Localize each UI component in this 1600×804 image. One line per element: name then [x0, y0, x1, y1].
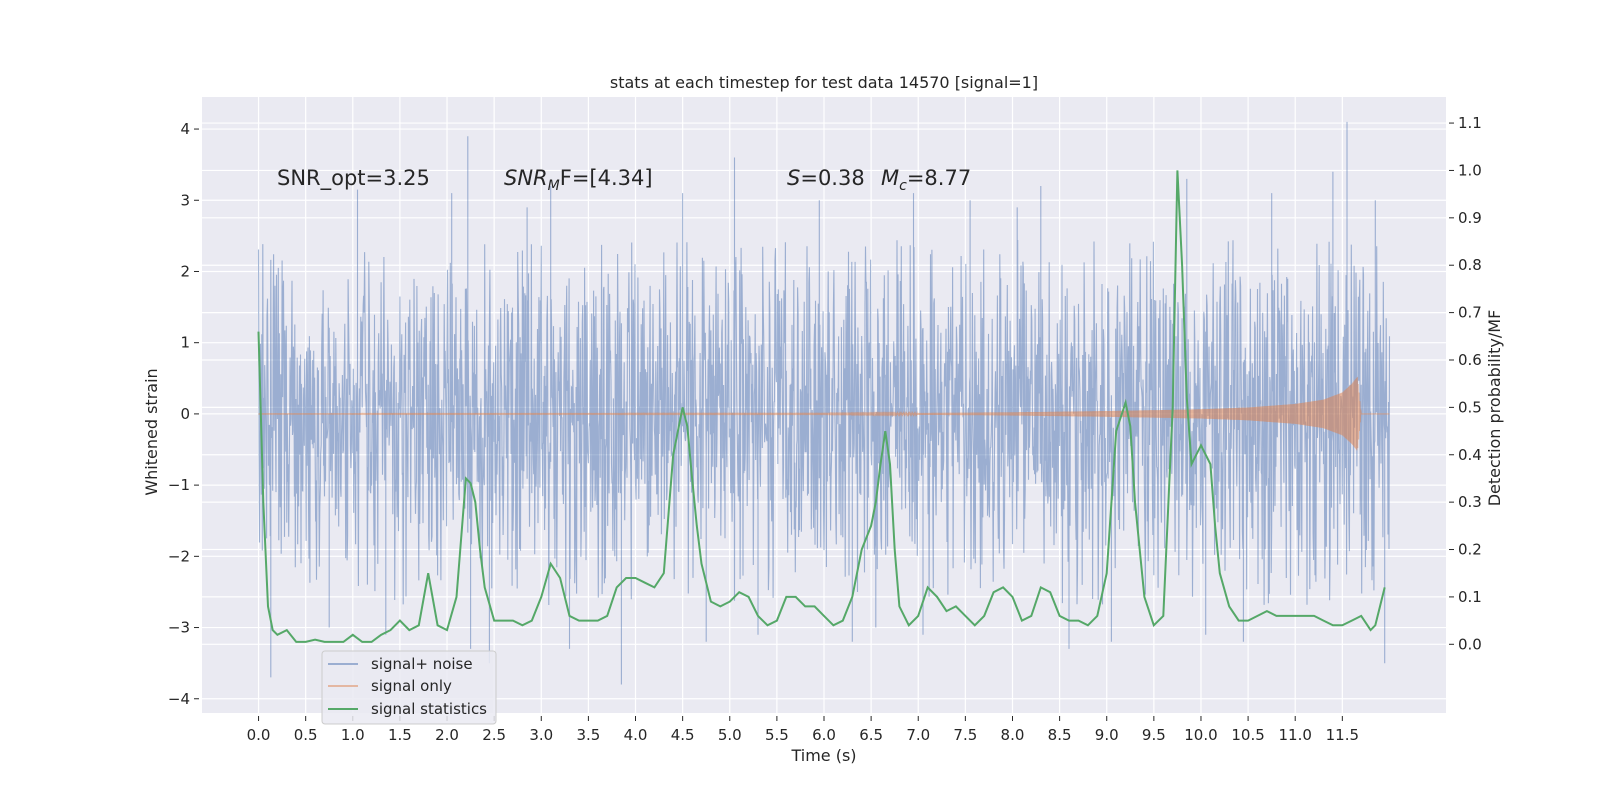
x-axis-label: Time (s) [790, 746, 856, 765]
y-tick-label: 1 [180, 334, 190, 352]
x-tick-label: 5.0 [718, 726, 742, 744]
y-right-tick-label: 0.2 [1458, 541, 1482, 559]
annotation-snr-mf-tail: F=[4.34] [560, 166, 653, 190]
y-right-tick-label: 0.4 [1458, 446, 1482, 464]
legend-box [321, 650, 497, 725]
x-tick-label: 1.5 [388, 726, 412, 744]
y-right-tick-label: 0.1 [1458, 588, 1482, 606]
y-axis-label-right: Detection probability/MF [1485, 310, 1504, 507]
x-tick-label: 5.5 [765, 726, 789, 744]
y-right-tick-label: 0.7 [1458, 304, 1482, 322]
x-tick-label: 9.0 [1095, 726, 1119, 744]
y-right-tick-label: 0.5 [1458, 398, 1482, 416]
y-tick-label: 2 [180, 262, 190, 280]
y-tick-label: −3 [168, 619, 190, 637]
annotation-s-main: S [787, 166, 800, 190]
legend-label-signal-statistics: signal statistics [371, 700, 487, 718]
annotation-mc-tail: =8.77 [907, 166, 971, 190]
x-tick-label: 8.0 [1001, 726, 1025, 744]
annotation-mc-sub: c [899, 178, 907, 194]
annotation-s: S=0.38 [787, 166, 865, 190]
x-tick-label: 8.5 [1048, 726, 1072, 744]
y-tick-label: 4 [180, 120, 190, 138]
annotation-snr-mf: SNRMF=[4.34] [504, 166, 653, 194]
series-signal-only-line [258, 377, 1390, 451]
annotation-s-tail: =0.38 [800, 166, 864, 190]
x-tick-label: 6.0 [812, 726, 836, 744]
x-tick-label: 11.5 [1326, 726, 1359, 744]
y-tick-label: 3 [180, 191, 190, 209]
chart-title: stats at each timestep for test data 145… [610, 73, 1038, 92]
x-tick-label: 9.5 [1142, 726, 1166, 744]
y-tick-label: −2 [168, 547, 190, 565]
legend: signal+ noise signal only signal statist… [321, 650, 497, 725]
series-signal-noise-line [257, 121, 1391, 685]
y-axis-label: Whitened strain [142, 368, 161, 495]
legend-label-signal-only: signal only [371, 677, 452, 695]
x-tick-label: 10.0 [1184, 726, 1217, 744]
x-tick-label: 1.0 [341, 726, 365, 744]
x-tick-label: 2.5 [482, 726, 506, 744]
y-right-tick-label: 1.0 [1458, 161, 1482, 179]
y-right-tick-label: 0.9 [1458, 209, 1482, 227]
x-tick-label: 7.5 [953, 726, 977, 744]
annotation-snr-opt: SNR_opt=3.25 [277, 166, 430, 191]
x-tick-label: 6.5 [859, 726, 883, 744]
y-tick-label: 0 [180, 405, 190, 423]
y-right-tick-label: 0.0 [1458, 635, 1482, 653]
annotation-snr-mf-sub: M [548, 178, 560, 194]
legend-label-signal-noise: signal+ noise [371, 655, 473, 673]
y-tick-label: −1 [168, 476, 190, 494]
x-tick-label: 11.0 [1279, 726, 1312, 744]
x-tick-label: 0.5 [294, 726, 318, 744]
annotation-mc-main: M [881, 166, 899, 190]
x-tick-label: 7.0 [906, 726, 930, 744]
annotation-snr-mf-main: SNR [504, 166, 548, 190]
y-right-tick-label: 0.3 [1458, 493, 1482, 511]
y-right-tick-label: 0.8 [1458, 256, 1482, 274]
series-signal-statistics-line [257, 170, 1386, 643]
x-tick-label: 0.0 [247, 726, 271, 744]
x-tick-label: 10.5 [1231, 726, 1264, 744]
annotation-mc: Mc=8.77 [881, 166, 971, 194]
x-tick-label: 4.5 [671, 726, 695, 744]
x-tick-label: 3.0 [529, 726, 553, 744]
y-right-tick-label: 0.6 [1458, 351, 1482, 369]
y-tick-label: −4 [168, 690, 190, 708]
x-tick-label: 3.5 [576, 726, 600, 744]
y-right-tick-label: 1.1 [1458, 114, 1482, 132]
x-tick-label: 2.0 [435, 726, 459, 744]
x-tick-label: 4.0 [624, 726, 648, 744]
